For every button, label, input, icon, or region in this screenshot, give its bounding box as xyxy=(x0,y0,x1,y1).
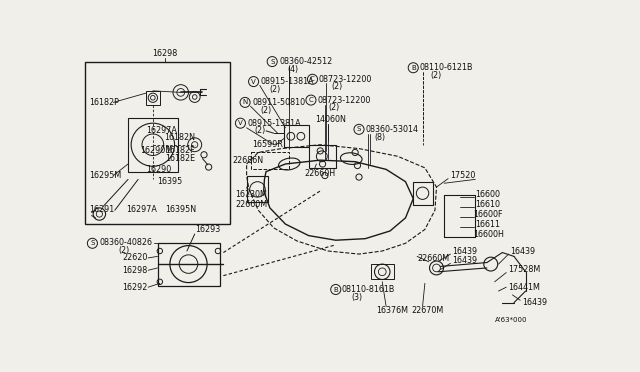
Bar xyxy=(250,153,289,169)
Text: 16130M: 16130M xyxy=(235,190,267,199)
Text: 16298: 16298 xyxy=(123,266,148,275)
Text: 22620: 22620 xyxy=(123,253,148,262)
Text: C: C xyxy=(310,76,315,82)
Bar xyxy=(128,118,179,172)
Text: C: C xyxy=(308,97,314,103)
Text: 16293: 16293 xyxy=(195,225,220,234)
Text: S: S xyxy=(90,240,95,246)
Text: 16376M: 16376M xyxy=(376,306,408,315)
Text: S: S xyxy=(357,126,361,132)
Text: 16441M: 16441M xyxy=(508,283,540,292)
Text: 16610: 16610 xyxy=(476,200,500,209)
Text: (2): (2) xyxy=(269,85,280,94)
Text: 16395N: 16395N xyxy=(165,205,196,214)
Text: 08360-42512: 08360-42512 xyxy=(279,57,332,66)
Text: 16297A: 16297A xyxy=(127,205,157,214)
Text: 08360-53014: 08360-53014 xyxy=(365,125,418,134)
Text: 22670M: 22670M xyxy=(412,306,444,315)
Text: 16182F: 16182F xyxy=(165,147,195,155)
Text: 16599R: 16599R xyxy=(252,140,283,149)
Text: 22660H: 22660H xyxy=(305,170,336,179)
Text: 16291: 16291 xyxy=(90,205,115,214)
Text: 16611: 16611 xyxy=(476,220,500,229)
Text: 16292: 16292 xyxy=(123,283,148,292)
Text: 16600: 16600 xyxy=(476,190,500,199)
Text: V: V xyxy=(252,78,256,84)
Text: 08110-8161B: 08110-8161B xyxy=(342,285,396,294)
Text: 16439: 16439 xyxy=(452,256,477,265)
Bar xyxy=(246,176,268,202)
Text: 08360-40826: 08360-40826 xyxy=(99,238,152,247)
Text: 22660M: 22660M xyxy=(235,199,267,209)
Text: 17520: 17520 xyxy=(451,171,476,180)
Text: 16600H: 16600H xyxy=(473,230,504,239)
Text: 16295M: 16295M xyxy=(90,171,122,180)
Text: 16395: 16395 xyxy=(157,177,183,186)
Bar xyxy=(413,182,433,205)
Text: 08723-12200: 08723-12200 xyxy=(317,96,371,105)
Text: 08723-12200: 08723-12200 xyxy=(319,75,372,84)
Text: 08915-1381A: 08915-1381A xyxy=(248,119,301,128)
Text: (2): (2) xyxy=(328,103,339,112)
Text: 16439: 16439 xyxy=(452,247,477,256)
Text: 17528M: 17528M xyxy=(508,265,540,274)
Text: 16182E: 16182E xyxy=(165,154,195,163)
Text: 16600F: 16600F xyxy=(473,210,502,219)
Text: 16298: 16298 xyxy=(152,49,178,58)
Text: 14060N: 14060N xyxy=(315,115,346,124)
Text: 22686N: 22686N xyxy=(232,155,263,165)
Bar xyxy=(308,145,336,168)
Text: 08110-6121B: 08110-6121B xyxy=(419,63,473,72)
Text: N: N xyxy=(243,99,248,105)
Text: 16297A: 16297A xyxy=(146,126,177,135)
Text: 16182P: 16182P xyxy=(90,98,119,107)
Text: (2): (2) xyxy=(254,126,266,135)
Text: (8): (8) xyxy=(374,132,386,141)
Text: 16182N: 16182N xyxy=(164,132,195,141)
Text: V: V xyxy=(238,120,243,126)
Text: (2): (2) xyxy=(430,71,442,80)
Bar xyxy=(157,243,220,286)
Text: (3): (3) xyxy=(351,293,362,302)
Text: 16290M: 16290M xyxy=(140,147,173,155)
Text: 16439: 16439 xyxy=(510,247,535,256)
Text: A'63*000: A'63*000 xyxy=(495,317,527,323)
Text: (2): (2) xyxy=(332,83,343,92)
Bar xyxy=(284,125,308,147)
Text: S: S xyxy=(270,58,275,65)
Bar xyxy=(85,62,230,224)
Text: (4): (4) xyxy=(288,65,299,74)
Text: 22660M: 22660M xyxy=(417,254,449,263)
Text: B: B xyxy=(333,286,338,292)
Text: 08915-1381A: 08915-1381A xyxy=(260,77,314,86)
Text: B: B xyxy=(411,65,415,71)
Text: (2): (2) xyxy=(260,106,272,115)
Bar xyxy=(371,264,394,279)
Text: (2): (2) xyxy=(119,246,130,255)
Text: 16290: 16290 xyxy=(146,165,171,174)
Bar xyxy=(146,91,160,105)
Text: 16439: 16439 xyxy=(522,298,547,307)
Text: 08911-50810: 08911-50810 xyxy=(252,98,305,107)
